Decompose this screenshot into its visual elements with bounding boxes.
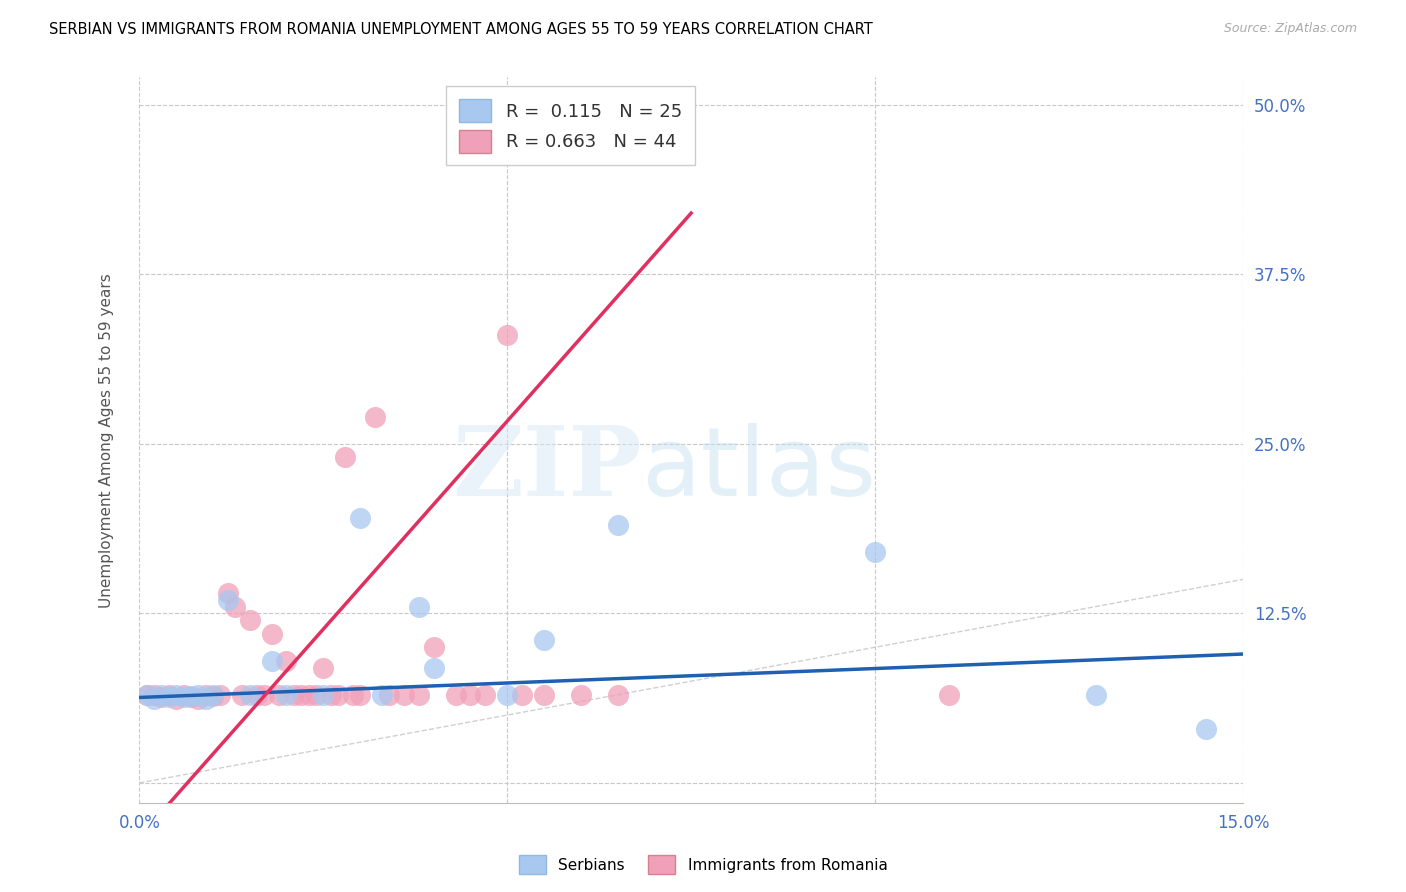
Point bbox=[460, 688, 482, 702]
Point bbox=[224, 599, 246, 614]
Point bbox=[863, 545, 886, 559]
Point bbox=[217, 586, 239, 600]
Point bbox=[180, 689, 202, 703]
Point bbox=[217, 592, 239, 607]
Point bbox=[297, 688, 319, 702]
Point bbox=[194, 691, 217, 706]
Point bbox=[135, 688, 157, 702]
Point bbox=[173, 690, 195, 705]
Point bbox=[246, 688, 269, 702]
Text: ZIP: ZIP bbox=[451, 423, 641, 516]
Point bbox=[239, 688, 262, 702]
Point bbox=[187, 691, 209, 706]
Point bbox=[319, 688, 342, 702]
Point bbox=[201, 689, 224, 703]
Point bbox=[422, 640, 444, 655]
Point bbox=[260, 654, 283, 668]
Point bbox=[269, 688, 291, 702]
Point bbox=[349, 688, 371, 702]
Point bbox=[444, 688, 467, 702]
Point bbox=[326, 688, 349, 702]
Point bbox=[305, 688, 328, 702]
Point bbox=[180, 690, 202, 705]
Point bbox=[260, 626, 283, 640]
Point bbox=[392, 688, 415, 702]
Point bbox=[422, 660, 444, 674]
Point bbox=[1195, 722, 1218, 736]
Point bbox=[335, 450, 357, 465]
Point bbox=[157, 688, 180, 702]
Point bbox=[1084, 688, 1107, 702]
Point bbox=[533, 688, 555, 702]
Point bbox=[408, 688, 430, 702]
Point bbox=[364, 409, 387, 424]
Text: atlas: atlas bbox=[641, 423, 876, 516]
Legend: R =  0.115   N = 25, R = 0.663   N = 44: R = 0.115 N = 25, R = 0.663 N = 44 bbox=[446, 87, 695, 165]
Point bbox=[143, 691, 166, 706]
Point bbox=[290, 688, 312, 702]
Point bbox=[165, 691, 187, 706]
Point bbox=[135, 688, 157, 702]
Point bbox=[173, 688, 195, 702]
Point bbox=[510, 688, 533, 702]
Point bbox=[209, 688, 232, 702]
Text: SERBIAN VS IMMIGRANTS FROM ROMANIA UNEMPLOYMENT AMONG AGES 55 TO 59 YEARS CORREL: SERBIAN VS IMMIGRANTS FROM ROMANIA UNEMP… bbox=[49, 22, 873, 37]
Point bbox=[371, 688, 394, 702]
Point bbox=[143, 688, 166, 702]
Point bbox=[938, 688, 960, 702]
Point bbox=[150, 688, 173, 702]
Text: Source: ZipAtlas.com: Source: ZipAtlas.com bbox=[1223, 22, 1357, 36]
Point bbox=[342, 688, 364, 702]
Point bbox=[165, 688, 187, 702]
Point bbox=[276, 654, 298, 668]
Point bbox=[231, 688, 253, 702]
Point bbox=[496, 688, 519, 702]
Legend: Serbians, Immigrants from Romania: Serbians, Immigrants from Romania bbox=[512, 849, 894, 880]
Point bbox=[276, 688, 298, 702]
Y-axis label: Unemployment Among Ages 55 to 59 years: Unemployment Among Ages 55 to 59 years bbox=[100, 273, 114, 607]
Point bbox=[533, 633, 555, 648]
Point bbox=[253, 688, 276, 702]
Point bbox=[606, 518, 628, 533]
Point bbox=[496, 328, 519, 343]
Point bbox=[201, 688, 224, 702]
Point bbox=[187, 688, 209, 702]
Point bbox=[150, 690, 173, 705]
Point bbox=[283, 688, 305, 702]
Point bbox=[194, 688, 217, 702]
Point bbox=[569, 688, 592, 702]
Point bbox=[312, 660, 335, 674]
Point bbox=[606, 688, 628, 702]
Point bbox=[408, 599, 430, 614]
Point bbox=[312, 688, 335, 702]
Point bbox=[349, 511, 371, 525]
Point bbox=[378, 688, 401, 702]
Point bbox=[239, 613, 262, 627]
Point bbox=[157, 690, 180, 705]
Point bbox=[474, 688, 496, 702]
